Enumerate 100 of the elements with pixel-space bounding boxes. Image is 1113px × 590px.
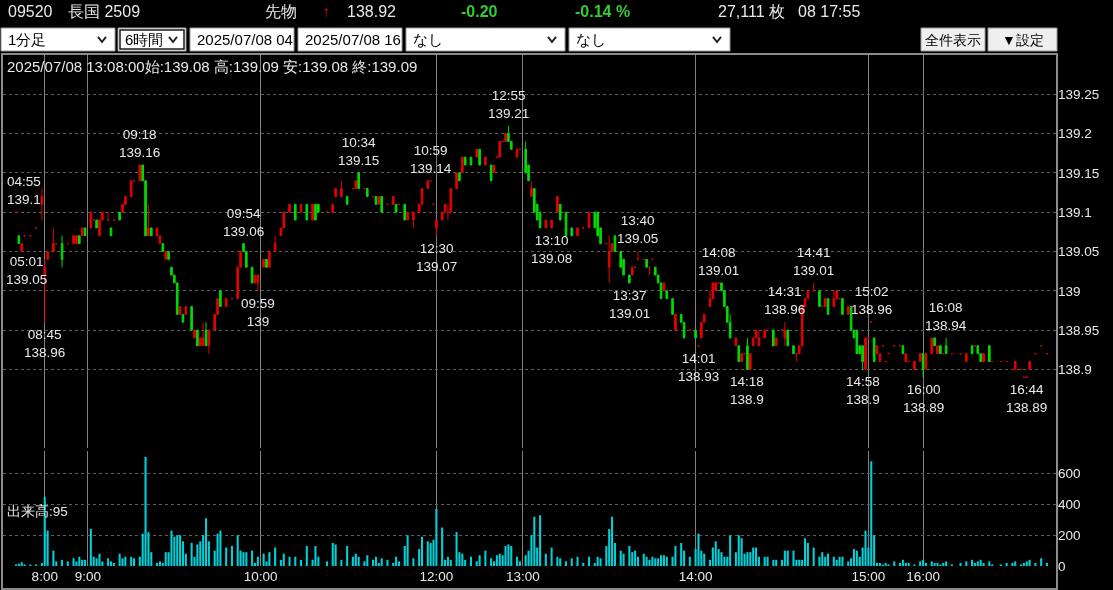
bar — [550, 547, 553, 566]
bar — [380, 558, 383, 566]
bar — [812, 547, 815, 566]
bar — [654, 558, 657, 566]
bar — [740, 538, 743, 566]
bar — [204, 518, 208, 566]
bar — [674, 545, 677, 566]
bar — [107, 558, 110, 566]
bar — [904, 562, 907, 566]
bar — [251, 550, 254, 566]
bar — [89, 529, 92, 566]
bar — [132, 558, 136, 566]
bar — [516, 556, 519, 566]
bar — [98, 553, 101, 566]
bar — [936, 562, 939, 566]
bar — [688, 556, 691, 566]
y-tick-label: 139.1 — [1058, 204, 1092, 220]
bar — [835, 559, 838, 566]
x-tick-label: 12:00 — [419, 568, 454, 584]
bar — [884, 562, 887, 566]
bar — [374, 556, 377, 566]
bar — [988, 561, 991, 566]
y-tick-label: 400 — [1058, 497, 1081, 513]
bar — [495, 555, 498, 566]
bar — [66, 561, 69, 566]
bar — [933, 562, 936, 566]
bar — [478, 555, 481, 566]
bar — [288, 556, 291, 566]
bar — [922, 559, 925, 566]
bar — [242, 552, 245, 566]
bar — [397, 561, 401, 566]
bar — [268, 552, 271, 566]
bar — [832, 556, 835, 566]
bar — [576, 556, 579, 566]
bar — [219, 530, 222, 566]
bar — [446, 556, 449, 566]
bar — [507, 544, 510, 566]
bar — [455, 532, 458, 566]
bar — [899, 562, 902, 566]
y-tick-label: 200 — [1058, 527, 1081, 543]
x-tick-label: 16:00 — [906, 568, 940, 584]
bar — [518, 561, 521, 566]
bar — [824, 556, 827, 566]
bar — [798, 559, 801, 566]
bar — [864, 530, 867, 566]
bar — [763, 556, 766, 566]
bar — [942, 562, 945, 566]
bar — [144, 456, 147, 566]
bar — [504, 545, 507, 566]
y-tick-label: 139 — [1058, 283, 1081, 299]
bar — [680, 542, 683, 566]
bar — [893, 561, 896, 566]
bar — [1005, 562, 1008, 566]
bar — [331, 542, 334, 566]
bar — [225, 547, 228, 566]
bar — [429, 542, 432, 566]
bar — [1022, 562, 1025, 566]
bar — [919, 561, 922, 566]
bar — [659, 555, 663, 566]
bar — [190, 542, 193, 566]
bar — [216, 533, 219, 566]
y-tick-label: 0 — [1058, 558, 1066, 574]
bar — [907, 562, 910, 566]
bar — [622, 553, 625, 566]
y-tick-label: 139.25 — [1058, 87, 1100, 103]
bar — [112, 562, 115, 566]
bar — [755, 547, 758, 566]
bar — [346, 545, 349, 566]
bar — [901, 559, 904, 566]
bar — [179, 535, 182, 566]
bar — [749, 552, 752, 566]
bar — [109, 561, 113, 566]
bar — [1025, 561, 1028, 566]
bar — [498, 553, 501, 566]
bar — [490, 558, 493, 566]
bar — [783, 550, 786, 566]
bar — [544, 553, 547, 566]
bar — [366, 555, 369, 566]
bar — [386, 559, 389, 566]
bar — [559, 558, 562, 566]
bar — [325, 561, 329, 566]
bar — [170, 530, 173, 566]
bar — [959, 562, 962, 566]
x-tick-label: 14:00 — [678, 568, 713, 584]
bar — [971, 559, 974, 566]
bar — [196, 544, 199, 566]
bar — [855, 550, 858, 566]
bar — [821, 552, 824, 566]
x-tick-label: 10:00 — [243, 568, 278, 584]
bar — [72, 558, 75, 566]
bar — [752, 547, 755, 566]
bar — [539, 515, 542, 566]
bar — [351, 556, 354, 566]
bar — [556, 556, 559, 566]
bar — [838, 556, 841, 566]
bar — [469, 556, 472, 566]
bar — [979, 559, 982, 566]
bar — [75, 561, 78, 566]
bar — [657, 558, 660, 566]
bar — [642, 553, 645, 566]
